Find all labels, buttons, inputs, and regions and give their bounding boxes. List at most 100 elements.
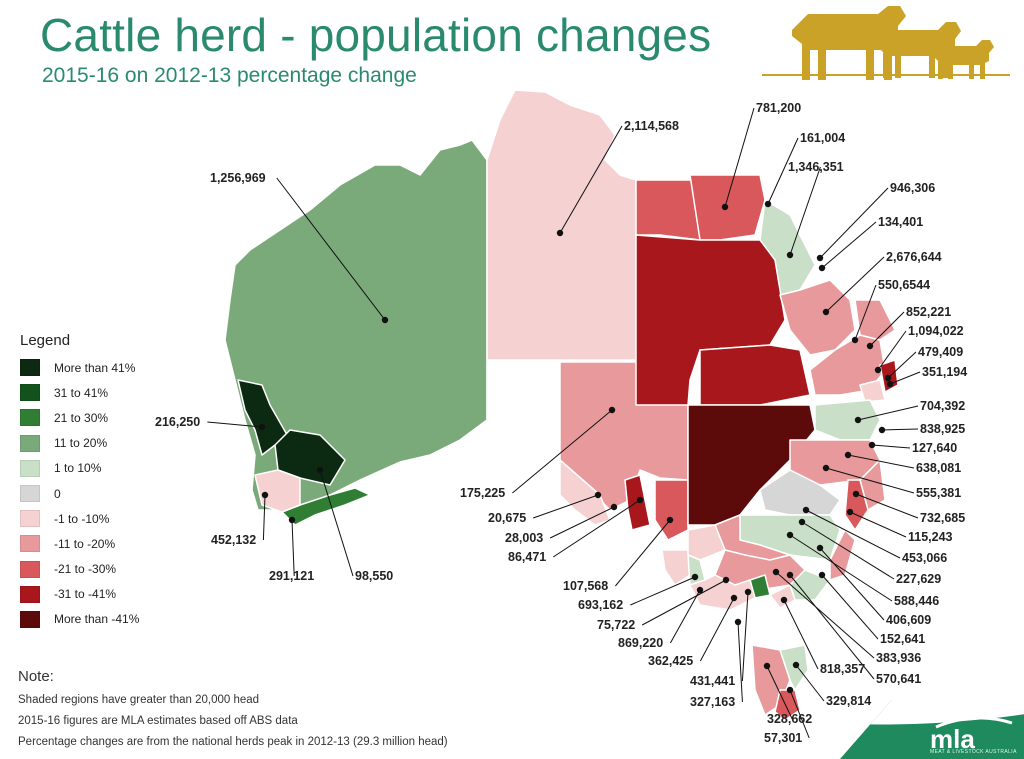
map-region-sa-mid xyxy=(654,479,689,541)
legend-label: 31 to 41% xyxy=(54,385,109,400)
map-region-qld-centralwest xyxy=(699,344,811,406)
legend-swatch xyxy=(20,384,40,402)
legend-swatch xyxy=(20,585,40,603)
legend-title: Legend xyxy=(20,332,71,349)
legend-swatch xyxy=(20,510,40,528)
map-region-nsw-central xyxy=(759,469,841,516)
leader-line xyxy=(789,689,810,739)
herd-count-label: 852,221 xyxy=(906,305,951,319)
leader-line xyxy=(724,107,755,208)
region-dot xyxy=(846,508,854,516)
region-dot xyxy=(786,686,794,694)
herd-count-label: 20,675 xyxy=(488,511,526,525)
map-region-qld-peninsula xyxy=(699,79,761,176)
map-region-nsw-south xyxy=(829,529,856,581)
leader-line xyxy=(630,576,696,606)
map-region-qld-darlingdowns xyxy=(854,299,896,341)
map-region-qld-fitzroy xyxy=(779,279,856,356)
leader-line xyxy=(795,664,825,702)
legend-item: 31 to 41% xyxy=(20,380,139,405)
cattle-logo-icon xyxy=(762,6,1010,80)
herd-count-label: 570,641 xyxy=(876,672,921,686)
legend-label: More than -41% xyxy=(54,612,140,627)
legend-item: -31 to -41% xyxy=(20,582,139,607)
leader-line xyxy=(871,444,911,449)
map-region-nt xyxy=(486,89,637,361)
leader-line xyxy=(854,284,877,341)
region-dot xyxy=(610,503,618,511)
herd-count-label: 406,609 xyxy=(886,613,931,627)
region-dot xyxy=(822,464,830,472)
herd-count-label: 2,676,644 xyxy=(886,250,942,264)
leader-line xyxy=(821,574,879,640)
note-block: Note: Shaded regions have greater than 2… xyxy=(18,668,448,753)
herd-count-label: 2,114,568 xyxy=(624,119,679,133)
region-dot xyxy=(844,451,852,459)
legend-label: -11 to -20% xyxy=(54,536,116,551)
region-dot xyxy=(744,588,752,596)
region-dot xyxy=(608,406,616,414)
note-line: Shaded regions have greater than 20,000 … xyxy=(18,694,260,706)
leader-line xyxy=(819,547,885,621)
herd-count-label: 57,301 xyxy=(764,731,802,745)
leader-line xyxy=(825,467,915,494)
herd-count-label: 328,662 xyxy=(767,712,812,726)
region-dot xyxy=(852,490,860,498)
region-dot xyxy=(822,308,830,316)
region-dot xyxy=(764,200,772,208)
leader-line xyxy=(789,166,821,256)
region-dot xyxy=(816,254,824,262)
herd-count-label: 550,6544 xyxy=(878,278,930,292)
herd-count-label: 704,392 xyxy=(920,399,965,413)
page-title: Cattle herd - population changes xyxy=(40,9,712,61)
legend-label: More than 41% xyxy=(54,360,136,375)
herd-count-label: 588,446 xyxy=(894,594,939,608)
leader-line xyxy=(783,599,819,670)
region-dot xyxy=(594,491,602,499)
leader-line xyxy=(669,589,701,644)
leader-line xyxy=(819,187,889,259)
note-line: Percentage changes are from the national… xyxy=(18,736,448,748)
map-region-sa-yorke xyxy=(624,474,651,531)
region-dot xyxy=(786,531,794,539)
herd-count-label: 98,550 xyxy=(355,569,393,583)
herd-count-label: 818,357 xyxy=(820,662,865,676)
legend-label: 11 to 20% xyxy=(54,436,108,451)
herd-count-label: 781,200 xyxy=(756,101,801,115)
mla-logo-subtext: MEAT & LIVESTOCK AUSTRALIA xyxy=(930,749,1017,755)
legend: Legend More than 41% 31 to 41% 21 to 30% 11… xyxy=(20,332,139,632)
leader-line xyxy=(825,256,885,313)
herd-count-label: 327,163 xyxy=(690,695,735,709)
leader-line xyxy=(849,511,907,538)
herd-count-label: 107,568 xyxy=(563,579,608,593)
leader-line xyxy=(207,421,263,428)
leader-line xyxy=(766,665,793,720)
map-region-vic-mallee xyxy=(687,524,726,561)
legend-label: 0 xyxy=(54,486,61,501)
region-dot xyxy=(691,573,699,581)
leader-line xyxy=(877,330,907,371)
leader-line xyxy=(789,534,893,602)
legend-swatch xyxy=(20,434,40,452)
herd-count-label: 28,003 xyxy=(505,531,543,545)
herd-count-label: 638,081 xyxy=(916,461,961,475)
leader-line xyxy=(615,519,671,587)
leader-line xyxy=(889,371,921,385)
leader-line xyxy=(291,519,295,577)
leader-line xyxy=(775,571,875,659)
herd-count-label: 431,441 xyxy=(690,674,735,688)
map-region-vic-se xyxy=(769,584,796,609)
leader-line xyxy=(887,351,917,379)
herd-count-label: 127,640 xyxy=(912,441,957,455)
region-dot xyxy=(866,342,874,350)
leader-line xyxy=(789,574,875,680)
legend-items: More than 41% 31 to 41% 21 to 30% 11 to 20%… xyxy=(20,355,139,632)
leader-line xyxy=(533,494,599,519)
region-dot xyxy=(786,571,794,579)
region-dot xyxy=(886,380,894,388)
leader-line xyxy=(262,494,266,541)
herd-count-label: 1,094,022 xyxy=(908,324,964,338)
herd-count-label: 115,243 xyxy=(908,530,953,544)
region-dot xyxy=(696,586,704,594)
leader-line xyxy=(737,621,743,703)
